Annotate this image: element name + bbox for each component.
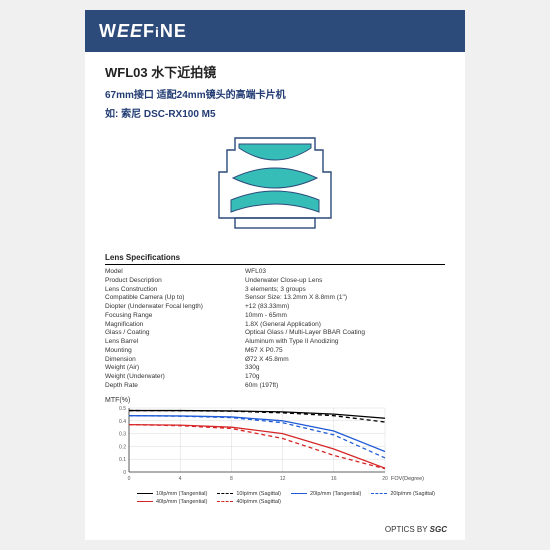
svg-text:0: 0 [128, 476, 131, 482]
spec-sheet: WEEFiNE WFL03 水下近拍镜 67mm接口 适配24mm镜头的高端卡片… [85, 10, 465, 540]
spec-label: Diopter (Underwater Focal length) [105, 303, 245, 312]
spec-label: Lens Construction [105, 286, 245, 295]
spec-label: Model [105, 268, 245, 277]
spec-value: Underwater Close-up Lens [245, 277, 445, 286]
spec-row: Focusing Range10mm - 65mm [105, 312, 445, 321]
legend-item: 10lp/mm (Sagittal) [217, 491, 281, 497]
specs-rows: ModelWFL03Product DescriptionUnderwater … [105, 268, 445, 391]
svg-text:0.4: 0.4 [119, 419, 126, 425]
spec-value: Optical Glass / Multi-Layer BBAR Coating [245, 329, 445, 338]
chart-title: MTF(%) [105, 397, 445, 404]
spec-value: 330g [245, 364, 445, 373]
spec-label: Product Description [105, 277, 245, 286]
spec-value: Sensor Size: 13.2mm X 8.8mm (1") [245, 294, 445, 303]
spec-row: Weight (Underwater)170g [105, 373, 445, 382]
spec-value: 170g [245, 373, 445, 382]
spec-label: Weight (Air) [105, 364, 245, 373]
spec-label: Dimension [105, 356, 245, 365]
lens-diagram [105, 130, 445, 235]
spec-label: Compatible Camera (Up to) [105, 294, 245, 303]
spec-row: Weight (Air)330g [105, 364, 445, 373]
mtf-chart: MTF(%) 0 0.1 0.2 0.3 0.4 0.5 0 4 8 12 16 20FOV(Degr… [85, 391, 465, 505]
spec-value: 60m (197ft) [245, 382, 445, 391]
spec-value: 1.8X (General Application) [245, 321, 445, 330]
spec-row: Product DescriptionUnderwater Close-up L… [105, 277, 445, 286]
spec-row: Lens BarrelAluminum with Type II Anodizi… [105, 338, 445, 347]
spec-value: 10mm - 65mm [245, 312, 445, 321]
brand-logo: WEEFiNE [99, 21, 187, 42]
svg-text:0.1: 0.1 [119, 457, 126, 463]
svg-text:FOV(Degree): FOV(Degree) [391, 476, 424, 482]
svg-text:8: 8 [230, 476, 233, 482]
svg-text:0.5: 0.5 [119, 406, 126, 412]
svg-text:0: 0 [123, 470, 126, 476]
spec-value: Aluminum with Type II Anodizing [245, 338, 445, 347]
svg-text:12: 12 [280, 476, 286, 482]
spec-row: Depth Rate60m (197ft) [105, 382, 445, 391]
specs-table: Lens Specifications ModelWFL03Product De… [85, 253, 465, 391]
spec-label: Depth Rate [105, 382, 245, 391]
header: WEEFiNE [85, 10, 465, 52]
spec-row: Compatible Camera (Up to)Sensor Size: 13… [105, 294, 445, 303]
spec-value: 3 elements; 3 groups [245, 286, 445, 295]
spec-label: Mounting [105, 347, 245, 356]
legend-item: 40lp/mm (Tangential) [137, 499, 207, 505]
spec-row: MountingM67 X P0.75 [105, 347, 445, 356]
spec-label: Weight (Underwater) [105, 373, 245, 382]
spec-value: Ø72 X 45.8mm [245, 356, 445, 365]
chart-legend: 10lp/mm (Tangential) 10lp/mm (Sagittal) 20… [105, 491, 445, 505]
spec-row: Magnification1.8X (General Application) [105, 321, 445, 330]
legend-item: 40lp/mm (Sagittal) [217, 499, 281, 505]
spec-label: Lens Barrel [105, 338, 245, 347]
spec-value: WFL03 [245, 268, 445, 277]
spec-value: M67 X P0.75 [245, 347, 445, 356]
spec-label: Glass / Coating [105, 329, 245, 338]
svg-text:4: 4 [179, 476, 182, 482]
svg-text:16: 16 [331, 476, 337, 482]
spec-label: Focusing Range [105, 312, 245, 321]
lens-cross-section [205, 130, 345, 235]
legend-item: 20lp/mm (Tangential) [291, 491, 361, 497]
subtitle-1: 67mm接口 适配24mm镜头的高端卡片机 [105, 86, 445, 101]
spec-value: +12 (83.33mm) [245, 303, 445, 312]
spec-row: Lens Construction3 elements; 3 groups [105, 286, 445, 295]
mtf-plot: 0 0.1 0.2 0.3 0.4 0.5 0 4 8 12 16 20FOV(Degree) [105, 406, 435, 484]
svg-text:20: 20 [382, 476, 388, 482]
svg-text:0.2: 0.2 [119, 444, 126, 450]
footer-credit: OPTICS BY SGC [385, 525, 447, 534]
legend-item: 10lp/mm (Tangential) [137, 491, 207, 497]
product-title: WFL03 水下近拍镜 [105, 62, 445, 81]
spec-row: DimensionØ72 X 45.8mm [105, 356, 445, 365]
spec-row: ModelWFL03 [105, 268, 445, 277]
legend-item: 20lp/mm (Sagittal) [371, 491, 435, 497]
spec-row: Glass / CoatingOptical Glass / Multi-Lay… [105, 329, 445, 338]
spec-label: Magnification [105, 321, 245, 330]
subtitle-2: 如: 索尼 DSC-RX100 M5 [105, 105, 445, 120]
content: WFL03 水下近拍镜 67mm接口 适配24mm镜头的高端卡片机 如: 索尼 … [85, 52, 465, 253]
spec-row: Diopter (Underwater Focal length)+12 (83… [105, 303, 445, 312]
svg-text:0.3: 0.3 [119, 431, 126, 437]
specs-heading: Lens Specifications [105, 253, 445, 265]
